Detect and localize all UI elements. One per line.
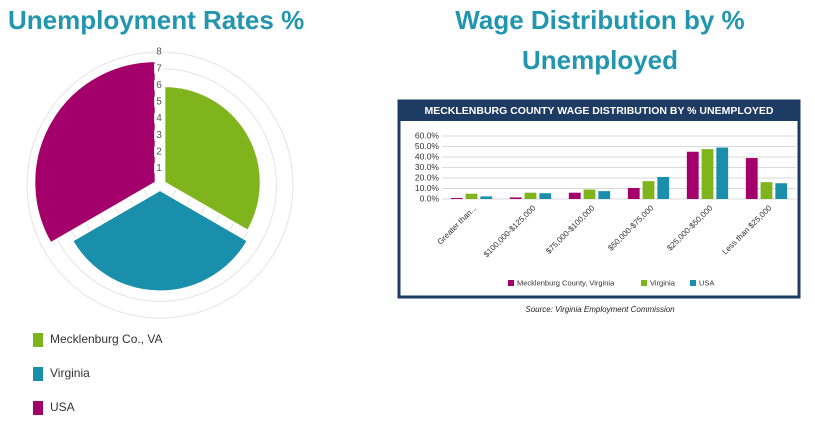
y-tick-label: 30.0% bbox=[415, 162, 440, 172]
r-tick-label: 8 bbox=[156, 47, 162, 58]
tick-bg bbox=[154, 163, 164, 174]
bar bbox=[657, 176, 670, 199]
polar-wedge bbox=[33, 60, 157, 245]
legend-swatch bbox=[33, 401, 43, 415]
bar bbox=[745, 158, 758, 199]
y-tick-label: 20.0% bbox=[415, 172, 440, 182]
legend-swatch bbox=[33, 367, 43, 381]
bar bbox=[642, 181, 655, 199]
y-tick-label: 10.0% bbox=[415, 183, 440, 193]
r-tick-label: 6 bbox=[156, 80, 162, 91]
tick-bg bbox=[154, 146, 164, 157]
tick-bg bbox=[154, 47, 164, 57]
tick-bg bbox=[154, 113, 164, 124]
bar bbox=[568, 192, 581, 199]
r-tick-label: 4 bbox=[156, 113, 162, 124]
legend-label: USA bbox=[699, 278, 714, 287]
y-tick-label: 50.0% bbox=[415, 141, 440, 151]
polar-title: Unemployment Rates % bbox=[8, 5, 305, 35]
bar bbox=[539, 193, 552, 199]
legend-swatch bbox=[33, 333, 43, 347]
r-tick-label: 2 bbox=[156, 146, 162, 157]
bar bbox=[627, 187, 640, 199]
bar bbox=[760, 182, 773, 199]
legend-label: Virginia bbox=[650, 278, 676, 287]
y-tick-label: 0.0% bbox=[420, 193, 440, 203]
bar-header bbox=[399, 101, 799, 121]
y-tick-label: 40.0% bbox=[415, 151, 440, 161]
bar bbox=[686, 151, 699, 199]
bar bbox=[716, 147, 729, 199]
bar-title: Wage Distribution by % Unemployed bbox=[455, 5, 745, 75]
y-tick-label: 60.0% bbox=[415, 130, 440, 140]
polar-wedge bbox=[70, 188, 250, 293]
bar bbox=[598, 191, 611, 199]
source: Source: Virginia Employment Commission bbox=[525, 305, 675, 314]
bar-inner-title: MECKLENBURG COUNTY WAGE DISTRIBUTION BY … bbox=[424, 105, 773, 117]
legend-label: Mecklenburg County, Virginia bbox=[517, 278, 615, 287]
bar bbox=[524, 192, 537, 199]
r-tick-label: 5 bbox=[156, 97, 162, 108]
bar bbox=[509, 197, 522, 199]
legend-swatch bbox=[508, 280, 514, 286]
legend-swatch bbox=[690, 280, 696, 286]
r-tick-label: 3 bbox=[156, 130, 162, 141]
bar bbox=[701, 149, 714, 199]
bar bbox=[480, 196, 493, 199]
legend-label: Mecklenburg Co., VA bbox=[50, 332, 163, 346]
polar-wedge bbox=[163, 85, 262, 233]
tick-bg bbox=[154, 96, 164, 107]
legend-label: Virginia bbox=[50, 366, 90, 380]
r-tick-label: 1 bbox=[156, 163, 162, 174]
legend-swatch bbox=[641, 280, 647, 286]
bar bbox=[775, 183, 788, 199]
legend-label: USA bbox=[50, 400, 75, 414]
r-tick-label: 7 bbox=[156, 63, 162, 74]
bar bbox=[450, 197, 463, 199]
tick-bg bbox=[154, 130, 164, 141]
bar bbox=[465, 193, 478, 199]
tick-bg bbox=[154, 63, 164, 74]
bar bbox=[583, 189, 596, 199]
tick-bg bbox=[154, 80, 164, 91]
